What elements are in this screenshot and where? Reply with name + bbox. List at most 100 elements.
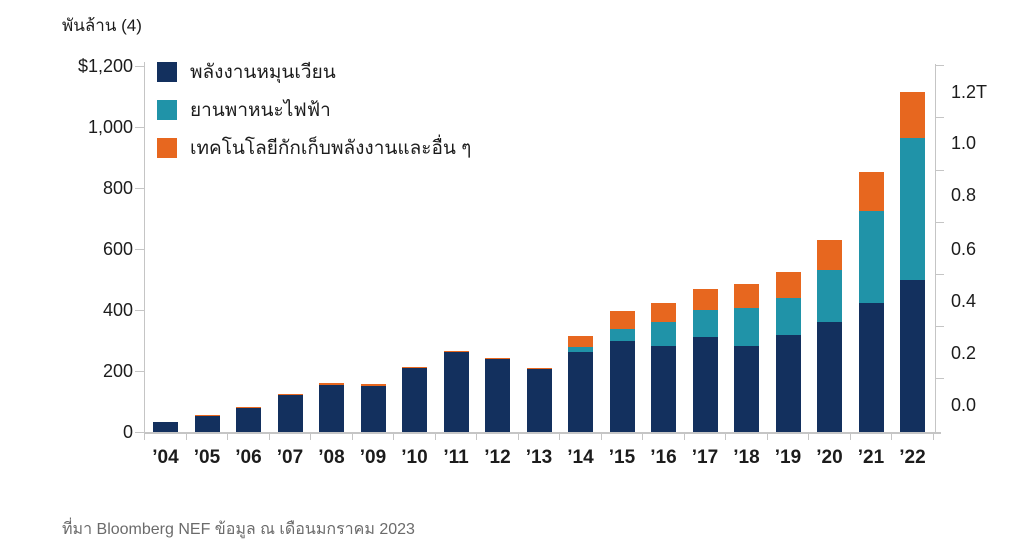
x-axis-label: ’21 [857, 447, 885, 468]
bar-segment-electric-vehicles-’17 [692, 310, 718, 337]
x-axis-tick [642, 433, 643, 440]
bar-segment-storage-and-other-’06 [236, 406, 261, 408]
y-axis-left-tick [135, 371, 144, 372]
x-axis-tick [268, 433, 270, 440]
y-axis-right-tick-label: 0.6 [951, 239, 977, 259]
bar-segment-renewables-’06 [236, 407, 261, 432]
bar-segment-storage-and-other-’14 [568, 335, 593, 347]
x-axis-line [144, 432, 941, 434]
x-axis-label: ’06 [235, 447, 262, 468]
x-axis-tick [144, 433, 145, 440]
bar-segment-renewables-’18 [734, 345, 759, 432]
y-axis-left-tick [135, 310, 144, 311]
bar-segment-renewables-’07 [277, 395, 303, 432]
y-axis-left-tick-label: 200 [102, 361, 133, 381]
legend: พลังงานหมุนเวียน ยานพาหนะไฟฟ้า เทคโนโลยี… [157, 62, 471, 176]
bar-segment-renewables-’20 [817, 321, 842, 432]
x-axis-label: ’05 [193, 447, 221, 468]
bar-segment-storage-and-other-’09 [360, 384, 386, 386]
bar-segment-storage-and-other-’19 [775, 271, 801, 298]
y-axis-right-tick [936, 326, 944, 327]
x-axis-tick [725, 433, 726, 440]
x-axis-tick [932, 433, 934, 440]
bar-segment-renewables-’10 [402, 368, 427, 432]
x-axis-tick [849, 433, 851, 440]
bar-segment-storage-and-other-’07 [277, 394, 303, 396]
legend-label-storage-and-other: เทคโนโลยีกักเก็บพลังงานและอื่น ๆ [190, 138, 472, 159]
bar-segment-storage-and-other-’17 [692, 288, 718, 310]
bar-segment-storage-and-other-’22 [900, 91, 925, 139]
x-axis-label: ’19 [774, 447, 802, 468]
x-axis-label: ’04 [152, 447, 179, 468]
legend-swatch-electric-vehicles [157, 100, 177, 120]
y-axis-right-tick-label: 1.2T [951, 82, 988, 102]
bar-segment-storage-and-other-’18 [734, 284, 759, 308]
bar-segment-renewables-’19 [775, 335, 801, 432]
source-note: ที่มา Bloomberg NEF ข้อมูล ณ เดือนมกราคม… [62, 521, 415, 538]
x-axis-tick [310, 433, 311, 440]
x-axis-tick [683, 433, 685, 440]
bar-segment-electric-vehicles-’14 [568, 346, 593, 353]
bar-segment-storage-and-other-’20 [817, 239, 842, 271]
legend-label-electric-vehicles: ยานพาหนะไฟฟ้า [190, 100, 331, 121]
bar-segment-renewables-’16 [651, 345, 676, 432]
bar-segment-renewables-’13 [526, 368, 552, 432]
x-axis-tick [434, 433, 436, 440]
y-axis-left-tick [135, 249, 144, 250]
x-axis-label: ’22 [899, 447, 926, 468]
y-axis-left-tick-label: 1,000 [87, 117, 133, 137]
bar-segment-electric-vehicles-’19 [775, 297, 801, 335]
y-axis-right-tick [936, 222, 944, 223]
x-axis-tick [185, 433, 187, 440]
x-axis-label: ’11 [443, 447, 469, 468]
y-axis-right-tick-label: 1.0 [951, 133, 977, 153]
x-axis-tick [600, 433, 602, 440]
x-axis-label: ’20 [816, 447, 843, 468]
x-axis-label: ’18 [733, 447, 760, 468]
y-axis-left-tick [135, 188, 144, 189]
y-axis-right-tick-label: 0.8 [951, 185, 977, 205]
y-axis-right-tick-label: 0.0 [951, 395, 977, 415]
y-axis-left-tick [135, 432, 144, 433]
bar-segment-storage-and-other-’11 [443, 350, 469, 353]
x-axis-label: ’09 [359, 447, 387, 468]
bar-segment-storage-and-other-’21 [858, 172, 884, 211]
bar-segment-storage-and-other-’12 [485, 358, 510, 360]
y-axis-right-tick [936, 117, 944, 118]
x-axis-tick [476, 433, 477, 440]
x-axis-label: ’12 [484, 447, 511, 468]
y-axis-right-tick [936, 274, 944, 275]
bar-segment-renewables-’22 [900, 280, 925, 432]
bar-segment-renewables-’12 [485, 359, 510, 432]
y-axis-left-tick-label: $1,200 [77, 56, 133, 76]
legend-item-electric-vehicles: ยานพาหนะไฟฟ้า [157, 100, 471, 121]
y-axis-left-tick-label: 400 [102, 300, 133, 320]
y-axis-left-tick [135, 127, 144, 128]
y-axis-right-tick-label: 0.4 [951, 291, 977, 311]
bar-segment-storage-and-other-’15 [609, 310, 635, 330]
bar-segment-renewables-’17 [692, 336, 718, 432]
y-axis-right-line [935, 64, 936, 433]
x-axis-tick [393, 433, 394, 440]
bar-segment-renewables-’08 [319, 384, 344, 432]
x-axis-tick [517, 433, 519, 440]
x-axis-label: ’15 [608, 447, 636, 468]
legend-item-renewables: พลังงานหมุนเวียน [157, 62, 471, 83]
y-axis-left-tick [135, 66, 144, 67]
y-axis-left-tick-label: 600 [102, 239, 133, 259]
y-axis-title: พันล้าน (4) [62, 16, 142, 35]
x-axis-tick [227, 433, 228, 440]
legend-swatch-renewables [157, 62, 177, 82]
y-axis-right-tick [936, 170, 944, 171]
x-axis-tick [808, 433, 809, 440]
y-axis-right-tick-label: 0.2 [951, 343, 977, 363]
x-axis-label: ’13 [525, 447, 553, 468]
bar-segment-storage-and-other-’13 [526, 367, 552, 369]
bar-segment-renewables-’04 [153, 421, 178, 432]
bar-segment-electric-vehicles-’15 [609, 329, 635, 341]
bar-segment-electric-vehicles-’18 [734, 307, 759, 346]
bar-segment-renewables-’11 [443, 352, 469, 432]
bar-segment-renewables-’05 [194, 415, 220, 432]
legend-item-storage-and-other: เทคโนโลยีกักเก็บพลังงานและอื่น ๆ [157, 138, 471, 159]
